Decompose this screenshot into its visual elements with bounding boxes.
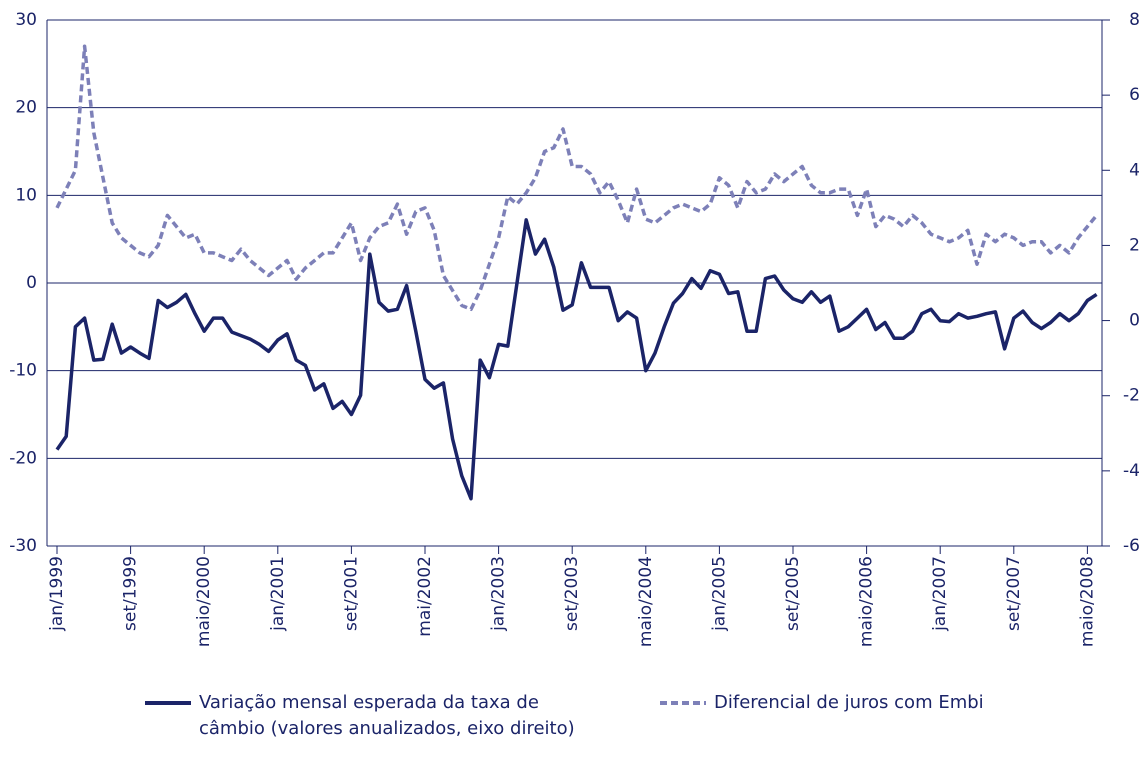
y2-tick-label: 2 (1129, 235, 1140, 255)
legend-item: Variação mensal esperada da taxa de câmb… (145, 690, 579, 742)
x-tick-label: jan/1999 (47, 556, 67, 632)
y-tick-label: -10 (9, 361, 37, 381)
x-tick-label: set/1999 (121, 556, 141, 631)
series-line (55, 218, 1098, 501)
y-tick-label: 10 (15, 185, 37, 205)
series-line (55, 44, 1098, 312)
x-tick-label: maio/2000 (194, 556, 214, 647)
y2-tick-label: 4 (1129, 160, 1140, 180)
y2-tick-label: 6 (1129, 85, 1140, 105)
y2-tick-label: -2 (1123, 386, 1140, 406)
x-tick-label: maio/2008 (1077, 556, 1097, 647)
y-tick-label: 0 (26, 273, 37, 293)
y-tick-label: 20 (15, 98, 37, 118)
x-tick-label: jan/2007 (930, 556, 950, 632)
x-tick-label: jan/2003 (489, 556, 509, 632)
y2-tick-label: 8 (1129, 10, 1140, 30)
y2-tick-label: 0 (1129, 311, 1140, 331)
x-tick-label: mai/2002 (415, 556, 435, 637)
y-tick-label: 30 (15, 10, 37, 30)
x-tick-label: set/2005 (783, 556, 803, 631)
x-tick-label: jan/2005 (709, 556, 729, 632)
x-tick-label: maio/2006 (857, 556, 877, 647)
legend-swatch (145, 701, 191, 705)
legend-swatch (660, 701, 706, 705)
y-tick-label: -20 (9, 448, 37, 468)
legend-label: Diferencial de juros com Embi (714, 692, 984, 713)
y2-tick-label: -4 (1123, 461, 1140, 481)
legend-label: Variação mensal esperada da taxa de câmb… (199, 692, 575, 739)
x-tick-label: set/2003 (562, 556, 582, 631)
y-tick-label: -30 (9, 536, 37, 556)
y2-tick-label: -6 (1123, 536, 1140, 556)
x-tick-label: set/2001 (341, 556, 361, 631)
x-tick-label: set/2007 (1004, 556, 1024, 631)
x-tick-label: maio/2004 (636, 556, 656, 647)
legend-item: Diferencial de juros com Embi (660, 690, 1034, 716)
x-tick-label: jan/2001 (268, 556, 288, 632)
